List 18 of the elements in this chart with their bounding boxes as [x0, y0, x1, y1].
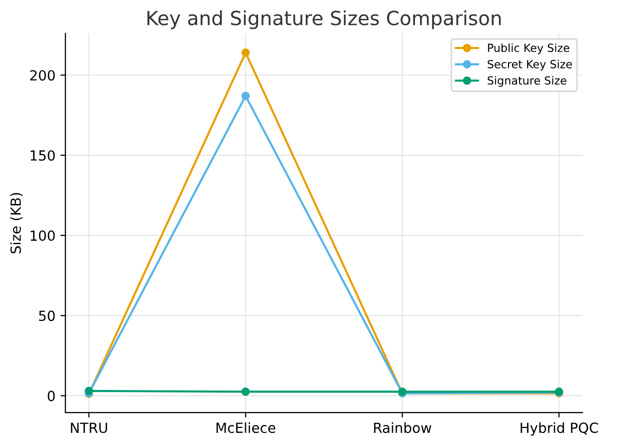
y-tick-label: 100: [30, 230, 55, 241]
y-tick-label: 50: [39, 310, 55, 322]
y-tick-label: 150: [30, 150, 55, 161]
point: [84, 386, 94, 396]
legend-label: Secret Key Size: [488, 60, 572, 71]
legend-label: Signature Size: [488, 76, 566, 87]
y-tick-label: 0: [48, 390, 55, 402]
legend-label: Public Key Size: [488, 43, 570, 54]
x-tick-label: McEliece: [216, 422, 276, 434]
x-tick-label: Hybrid PQC: [520, 422, 598, 436]
point: [241, 388, 250, 396]
x-tick-label: Rainbow: [374, 422, 432, 434]
point: [241, 92, 250, 100]
y-tick-label: 200: [30, 70, 55, 81]
y-axis-title: Size (KB): [10, 192, 23, 254]
point: [241, 48, 250, 57]
chart-title: Key and Signature Sizes Comparison: [147, 10, 501, 30]
x-tick-label: NTRU: [70, 422, 108, 434]
